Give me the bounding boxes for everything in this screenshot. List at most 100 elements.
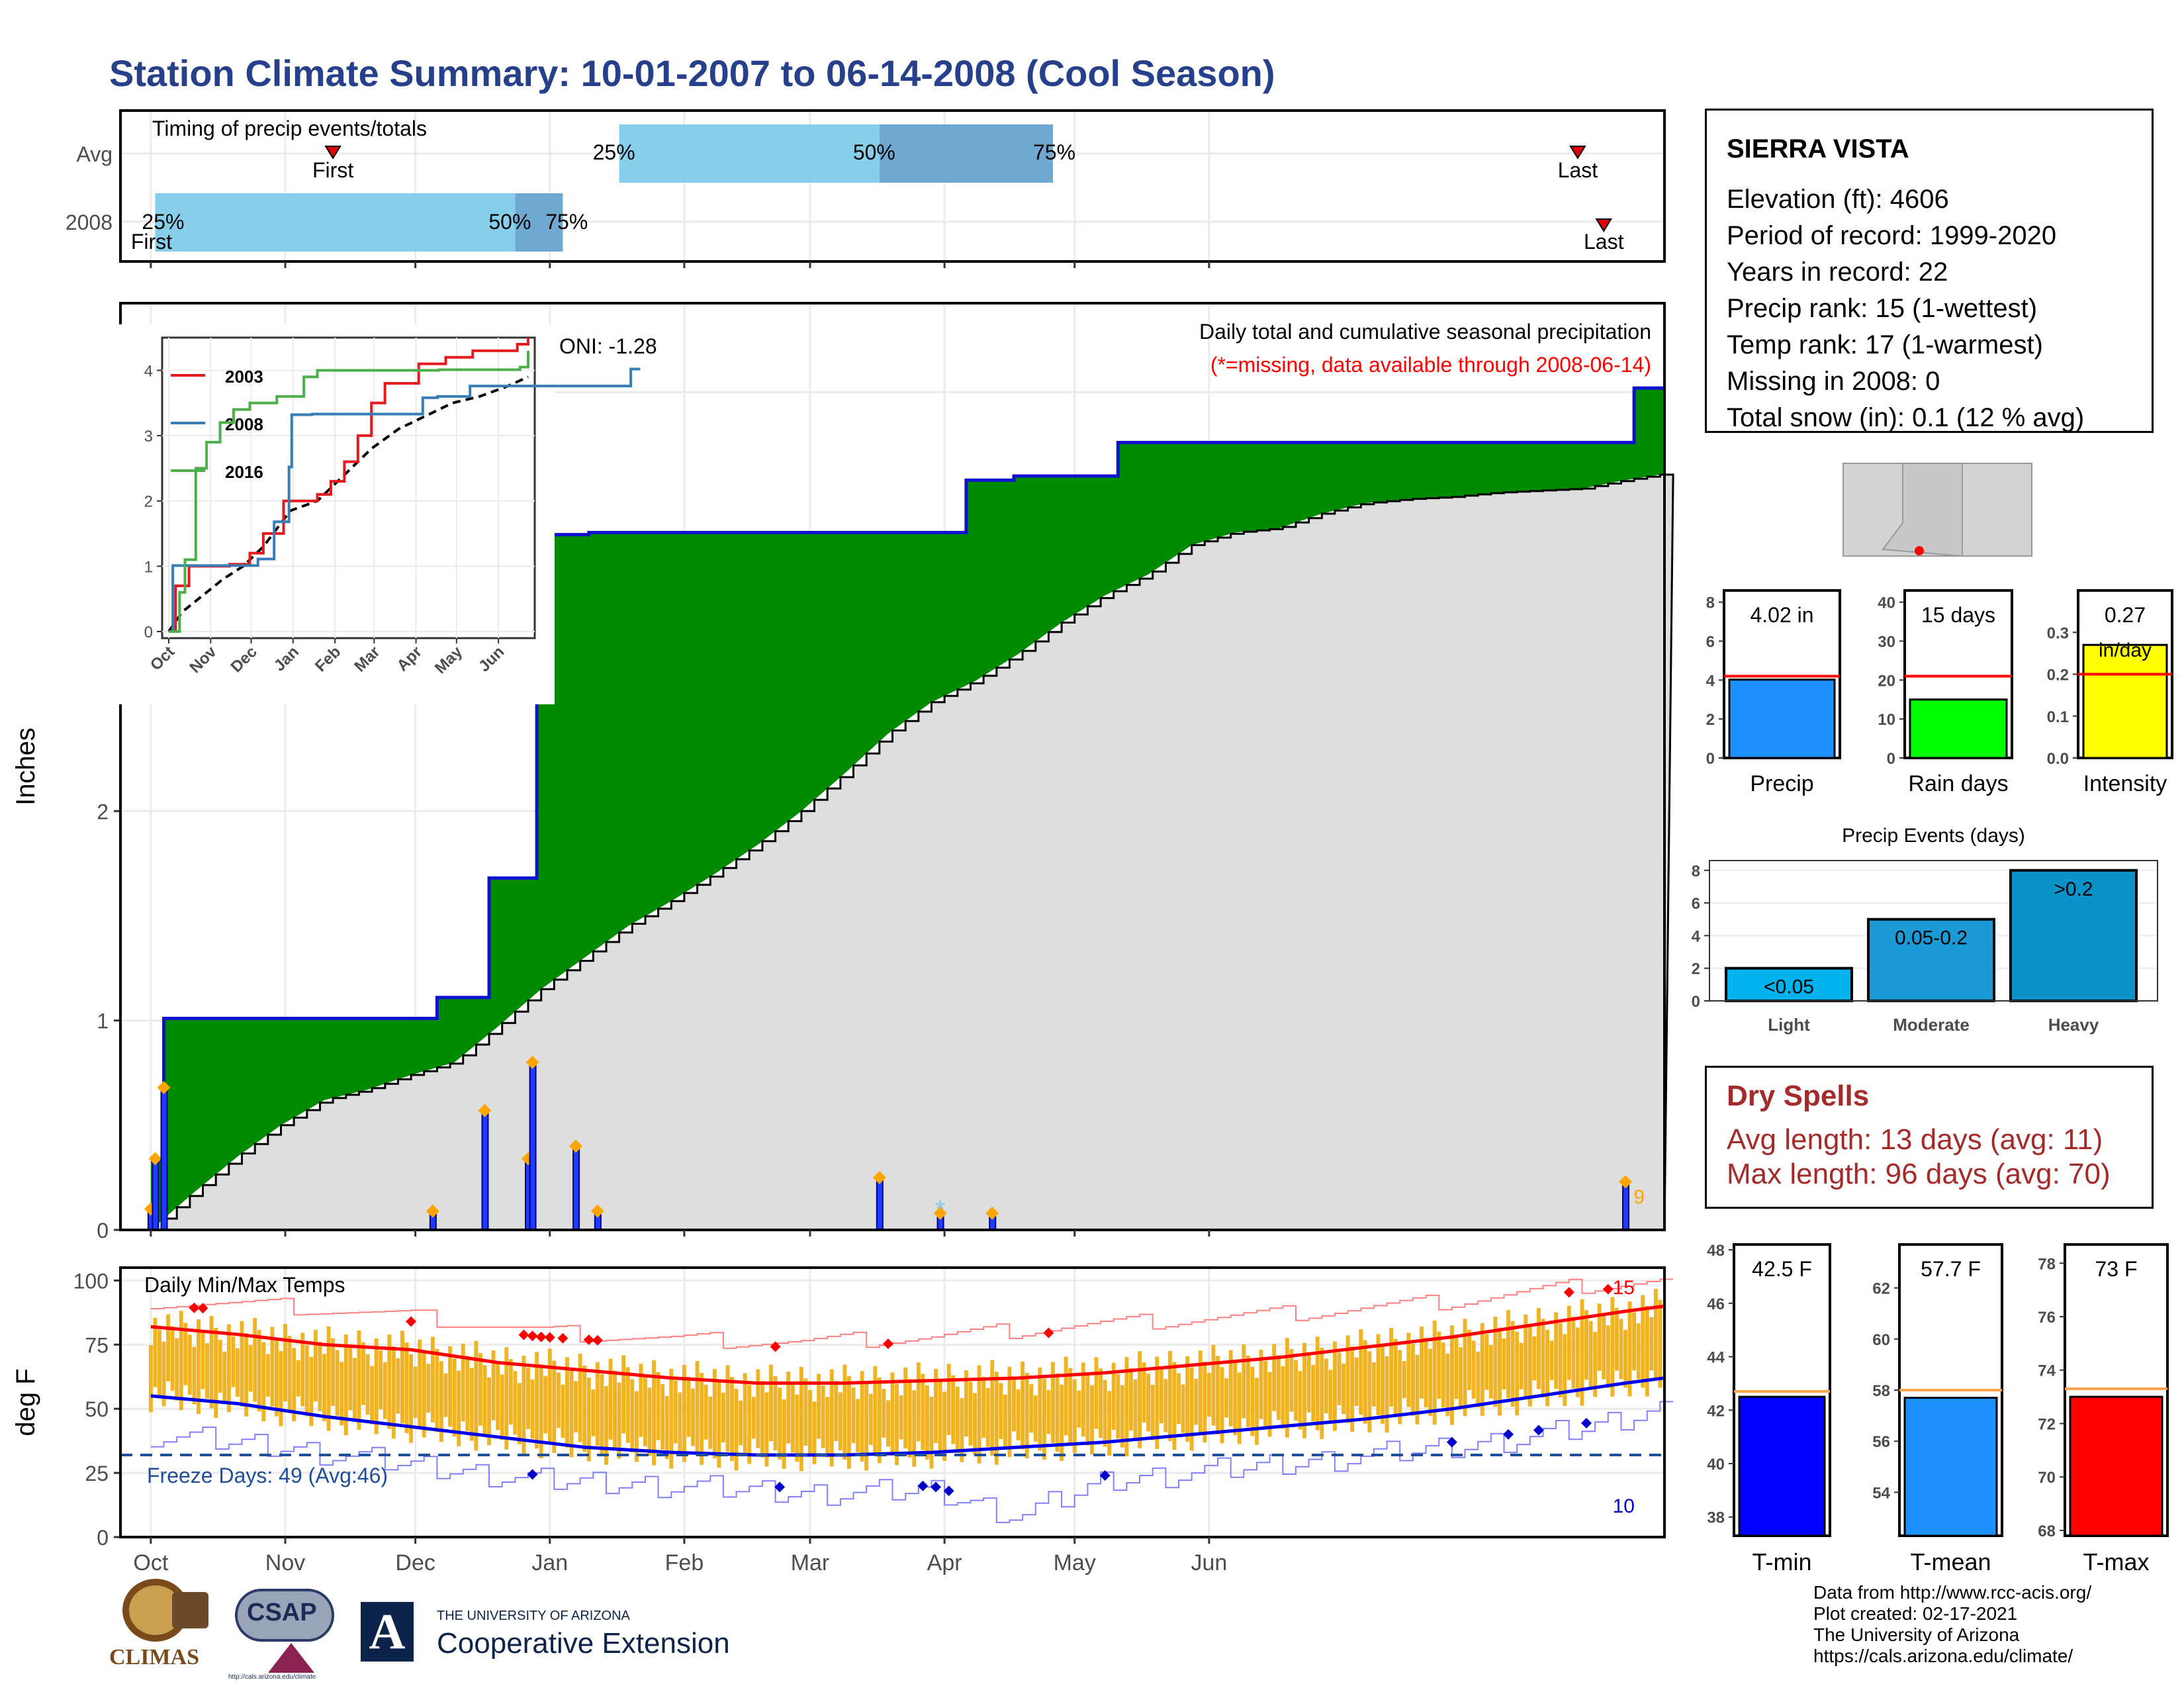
daily-temp-range-bar (1337, 1352, 1342, 1405)
daily-temp-range-bar (1584, 1310, 1588, 1380)
daily-temp-range-bar (517, 1383, 522, 1444)
daily-temp-range-bar (304, 1344, 309, 1417)
daily-temp-range-bar (1645, 1306, 1649, 1397)
daily-precip-point (1619, 1175, 1633, 1189)
record-high-marker (592, 1335, 603, 1346)
timing-avg-bar-25-50 (619, 124, 880, 183)
daily-temp-range-bar (1128, 1368, 1133, 1431)
daily-temp-range-bar (1103, 1380, 1107, 1447)
daily-temp-range-bar (1567, 1305, 1571, 1380)
daily-temp-range-bar (1120, 1385, 1124, 1448)
record-low-marker (1533, 1425, 1544, 1436)
timing-avg-bar-50-75 (879, 124, 1053, 183)
summary-y-tick-label: 8 (1706, 594, 1715, 612)
record-low-marker (527, 1469, 538, 1480)
daily-temp-range-bar (1488, 1344, 1493, 1399)
summary-y-tick-label: 20 (1878, 672, 1895, 690)
temp-summary-y-tick-label: 76 (2038, 1309, 2056, 1327)
daily-temp-range-bar (639, 1364, 643, 1437)
daily-temp-range-bar (1007, 1366, 1012, 1458)
daily-temp-range-bar (1549, 1340, 1554, 1380)
daily-temp-range-bar (790, 1383, 795, 1453)
daily-precip-point (157, 1080, 171, 1094)
daily-precip-point (478, 1103, 492, 1117)
daily-temp-range-bar (318, 1342, 322, 1411)
event-bar-label: <0.05 (1764, 976, 1814, 998)
record-high-marker (406, 1316, 417, 1327)
daily-temp-range-bar (586, 1378, 591, 1462)
daily-temp-range-bar (985, 1387, 990, 1447)
temp-y-tick-label: 25 (85, 1462, 109, 1485)
daily-temp-range-bar (1602, 1314, 1606, 1380)
timing-2008-p50: 50% (488, 210, 531, 234)
daily-temp-range-bar (1224, 1378, 1229, 1418)
daily-precip-bar (1622, 1181, 1630, 1231)
precip-y-axis-label: Inches (11, 727, 40, 806)
daily-temp-range-bar (829, 1369, 834, 1467)
daily-temp-range-bar (226, 1324, 231, 1413)
daily-temp-range-bar (1627, 1301, 1632, 1397)
daily-temp-range-bar (1371, 1362, 1376, 1407)
daily-temp-range-bar (1350, 1346, 1355, 1432)
daily-temp-range-bar (1150, 1384, 1155, 1440)
daily-temp-range-bar (1502, 1338, 1506, 1390)
daily-temp-range-bar (591, 1389, 596, 1436)
daily-temp-range-bar (1064, 1356, 1068, 1436)
precip-average-area (150, 473, 1674, 1231)
daily-temp-range-bar (1259, 1350, 1263, 1419)
daily-temp-range-bar (465, 1356, 470, 1431)
temp-summary-y-tick-label: 58 (1872, 1382, 1890, 1400)
temp-summary-y-tick-label: 78 (2038, 1255, 2056, 1273)
inset-y-tick-label: 3 (144, 428, 153, 445)
record-high-marker (518, 1329, 529, 1340)
daily-temp-range-bar (1133, 1379, 1138, 1440)
daily-temp-range-bar (999, 1383, 1003, 1439)
daily-temp-range-bar (274, 1338, 279, 1417)
precip-excess-area (150, 388, 1665, 1230)
daily-temp-range-bar (925, 1385, 929, 1460)
daily-precip-point (985, 1206, 999, 1220)
daily-precip-bar (876, 1176, 884, 1231)
daily-temp-range-bar (1185, 1356, 1190, 1442)
daily-temp-range-bar (912, 1390, 917, 1467)
event-category-label: Heavy (2048, 1015, 2099, 1035)
daily-precip-bar (481, 1109, 489, 1231)
credits-source: Data from http://www.rcc-acis.org/ (1813, 1582, 2092, 1603)
daily-temp-range-bar (430, 1336, 435, 1423)
precip-panel-border (119, 302, 1666, 1231)
daily-temp-range-bar (921, 1374, 925, 1450)
daily-temp-range-bar (1172, 1362, 1177, 1450)
daily-temp-range-bar (1545, 1329, 1550, 1407)
daily-temp-range-bar (161, 1341, 166, 1407)
daily-temp-range-bar (1155, 1356, 1160, 1450)
ua-logo: A (361, 1602, 414, 1662)
daily-temp-range-bar (400, 1331, 404, 1424)
daily-temp-range-bar (717, 1380, 721, 1468)
station-years: Years in record: 22 (1727, 258, 1948, 287)
daily-temp-range-bar (240, 1321, 244, 1407)
daily-temp-range-bar (1437, 1331, 1441, 1399)
daily-temp-range-bar (886, 1400, 890, 1447)
temp-summary-y-tick-label: 46 (1707, 1295, 1725, 1313)
dry-spells-box: Dry Spells Avg length: 13 days (avg: 11)… (1705, 1066, 2154, 1209)
daily-temp-range-bar (647, 1387, 652, 1456)
record-low-marker (774, 1481, 786, 1493)
daily-temp-range-bar (539, 1364, 543, 1459)
daily-temp-range-bar (1524, 1314, 1528, 1398)
daily-temp-range-bar (1181, 1384, 1185, 1433)
credits-university: The University of Arizona (1813, 1624, 2020, 1645)
temp-summary-y-tick-label: 74 (2038, 1362, 2056, 1380)
daily-temp-range-bar (561, 1384, 565, 1438)
daily-temp-range-bar (756, 1369, 760, 1448)
freeze-days-label: Freeze Days: 49 (Avg:46) (147, 1464, 388, 1487)
events-y-tick-label: 2 (1692, 961, 1700, 978)
daily-temp-range-bar (1216, 1356, 1220, 1434)
daily-temp-range-bar (769, 1364, 773, 1442)
daily-temp-range-bar (1649, 1317, 1654, 1371)
daily-temp-range-bar (1203, 1362, 1207, 1443)
timing-row-label: 2008 (66, 211, 113, 234)
daily-temp-range-bar (313, 1329, 318, 1401)
record-high-marker (770, 1341, 781, 1352)
daily-temp-range-bar (1085, 1374, 1090, 1446)
